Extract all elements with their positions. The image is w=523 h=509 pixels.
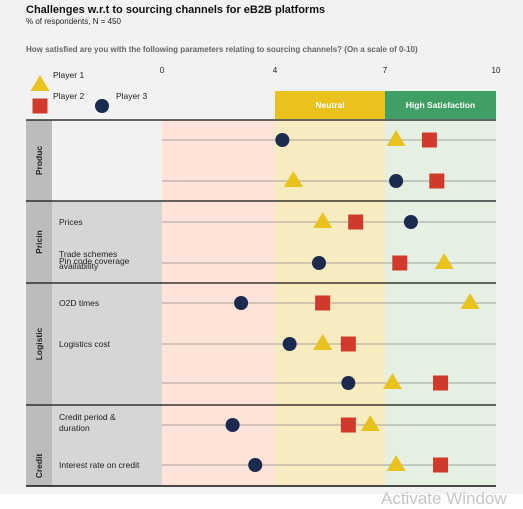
row-label-4-1: Credit period & duration: [59, 412, 116, 433]
group-strip-4: [26, 405, 52, 486]
group-label-panel-4: [52, 405, 162, 486]
player1-point-2-1: [313, 212, 333, 228]
x-tick-10: 10: [492, 66, 501, 75]
group-label-1: Produc: [34, 146, 44, 176]
player2-point-3-1: [315, 295, 331, 311]
player1-point-3-1: [460, 293, 480, 309]
player3-point-4-1: [225, 418, 240, 432]
player3-point-1-1: [275, 133, 290, 147]
row-label-line: duration: [59, 423, 90, 433]
row-label-line: Prices: [59, 217, 83, 227]
player1-point-3-2: [313, 334, 333, 350]
player3-point-3-2: [282, 337, 297, 351]
player3-point-2-1: [403, 215, 418, 229]
player1-point-4-1: [360, 415, 380, 431]
player2-point-2-1: [348, 214, 364, 230]
player2-point-4-1: [340, 417, 356, 433]
group-label-panel-2: [52, 201, 162, 283]
row-label-line: Logistics cost: [59, 339, 111, 349]
group-strip-2: [26, 201, 52, 283]
player2-point-2-2: [392, 255, 408, 271]
player1-point-1-2: [283, 171, 303, 187]
player1-point-1-1: [386, 130, 406, 146]
row-label-3-1: O2D times: [59, 298, 99, 308]
player2-point-3-2: [340, 336, 356, 352]
chart-title: Challenges w.r.t to sourcing channels fo…: [26, 4, 326, 16]
player3-point-3-3: [341, 376, 356, 390]
activation-watermark: Activate Window: [381, 489, 507, 508]
x-tick-4: 4: [273, 66, 278, 75]
player3-point-4-2: [248, 458, 263, 472]
player3-point-3-1: [234, 296, 249, 310]
group-label-4: Credit: [34, 454, 44, 479]
legend-player2-marker: [32, 98, 48, 114]
x-tick-7: 7: [383, 66, 388, 75]
chart-question: How satisfied are you with the following…: [26, 45, 418, 54]
player2-point-1-1: [421, 132, 437, 148]
legend-player2-label: Player 2: [53, 91, 85, 101]
group-strip-1: [26, 120, 52, 201]
group-label-3: Logistic: [34, 327, 44, 360]
row-label-line: Credit period &: [59, 412, 116, 422]
legend-player1-label: Player 1: [53, 70, 85, 80]
zone-header-3-label: High Satisfaction: [406, 100, 475, 110]
row-label-3-2: Logistics cost: [59, 339, 111, 349]
group-label-2: Pricin: [34, 230, 44, 254]
zone-header-2: [275, 91, 385, 119]
player3-point-1-2: [389, 174, 404, 188]
row-label-line: O2D times: [59, 298, 99, 308]
zone-header-3: [385, 91, 496, 119]
player2-point-3-3: [433, 375, 448, 391]
row-label-4-2: Interest rate on credit: [59, 460, 140, 470]
row-label-2-2: Trade schemes Pin code coverageavailabili…: [59, 249, 130, 271]
group-label-panel-3: [52, 283, 162, 405]
chart-subtitle: % of respondents, N = 450: [26, 17, 121, 26]
row-label-line: availability: [59, 261, 99, 271]
zone-header-2-label: Neutral: [315, 100, 344, 110]
player1-point-3-3: [382, 373, 402, 389]
row-label-line: Trade schemes: [59, 249, 117, 259]
row-label-line: Interest rate on credit: [59, 460, 140, 470]
group-label-panel-1: [52, 120, 162, 201]
player1-point-2-2: [434, 253, 454, 269]
x-tick-0: 0: [160, 66, 165, 75]
player3-point-2-2: [312, 256, 326, 270]
group-strip-3: [26, 283, 52, 405]
legend-player1-marker: [30, 75, 50, 91]
legend-player3-marker: [95, 99, 109, 113]
player2-point-1-2: [429, 173, 445, 189]
row-label-line: Pin code coverage: [59, 256, 130, 266]
legend-player3-label: Player 3: [116, 91, 148, 101]
player1-point-4-2: [386, 455, 406, 471]
player2-point-4-2: [433, 457, 448, 473]
row-label-2-1: Prices: [59, 217, 83, 227]
